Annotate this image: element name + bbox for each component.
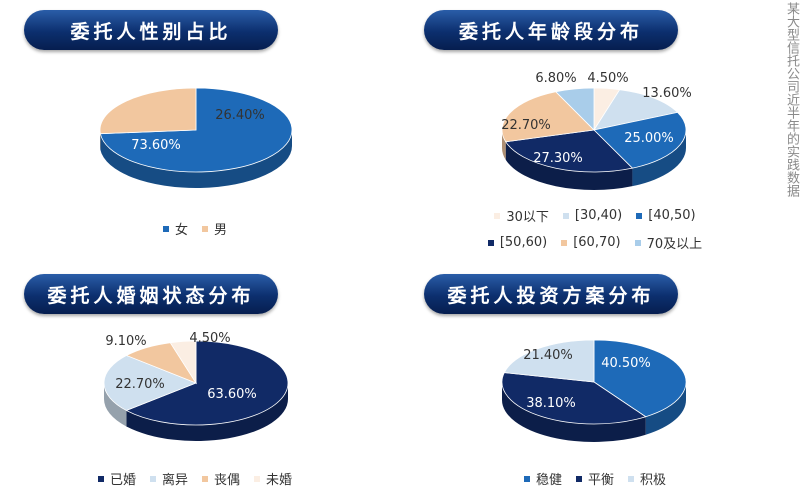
marital-legend-item-1: 离异	[150, 469, 188, 488]
marital-pie: 63.60% 22.70% 9.10% 4.50%	[0, 264, 390, 502]
marital-data-label-1: 22.70%	[115, 377, 165, 392]
marital-chart-panel: 委托人婚姻状态分布 63.60%22.70%9.10%4.50% 已婚离异丧偶未…	[0, 264, 390, 502]
age-data-label-2: 25.00%	[624, 131, 674, 146]
marital-legend-item-3: 未婚	[254, 469, 292, 488]
marital-data-label-0: 63.60%	[207, 387, 257, 402]
age-legend-row: [50,60) [60,70) 70及以上	[400, 233, 790, 252]
age-legend-label-0: 30以下	[506, 206, 549, 225]
age-legend-item-3: [50,60)	[488, 233, 547, 252]
age-legend-label-2: [40,50)	[648, 208, 695, 223]
gender-legend-label-0: 女	[175, 219, 188, 238]
age-data-label-3: 27.30%	[533, 151, 583, 166]
marital-legend-row: 已婚 离异 丧偶 未婚	[0, 469, 390, 488]
gender-legend-swatch-1	[202, 226, 208, 232]
age-legend-item-0: 30以下	[494, 206, 549, 225]
gender-data-label-1: 26.40%	[215, 108, 265, 123]
marital-legend-swatch-2	[202, 476, 208, 482]
gender-data-label-0: 73.60%	[131, 138, 181, 153]
age-legend-label-3: [50,60)	[500, 235, 547, 250]
investment-data-label-1: 38.10%	[526, 396, 576, 411]
gender-legend-row: 女男	[0, 219, 390, 238]
investment-legend-item-0: 稳健	[524, 469, 562, 488]
age-legend-swatch-5	[635, 240, 641, 246]
investment-legend-label-2: 积极	[640, 469, 666, 488]
age-pie: 4.50% 13.60% 25.00% 27.30% 22.70% 6.80%	[400, 0, 790, 238]
marital-legend-item-0: 已婚	[98, 469, 136, 488]
age-legend-swatch-1	[563, 213, 569, 219]
investment-legend-label-1: 平衡	[588, 469, 614, 488]
gender-legend-label-1: 男	[214, 219, 227, 238]
age-data-label-0: 4.50%	[587, 71, 628, 86]
marital-legend: 已婚 离异 丧偶 未婚	[0, 469, 390, 496]
gender-pie-slice-1	[100, 88, 196, 134]
marital-legend-item-2: 丧偶	[202, 469, 240, 488]
age-legend-label-5: 70及以上	[647, 233, 703, 252]
marital-legend-label-2: 丧偶	[214, 469, 240, 488]
age-legend-item-2: [40,50)	[636, 206, 695, 225]
investment-legend-swatch-2	[628, 476, 634, 482]
marital-legend-label-1: 离异	[162, 469, 188, 488]
marital-data-label-3: 4.50%	[189, 331, 230, 346]
marital-legend-label-0: 已婚	[110, 469, 136, 488]
marital-legend-swatch-3	[254, 476, 260, 482]
investment-chart-panel: 委托人投资方案分布 40.50%38.10%21.40% 稳健平衡积极	[400, 264, 790, 502]
investment-legend-row: 稳健 平衡 积极	[400, 469, 790, 488]
age-legend-item-4: [60,70)	[561, 233, 620, 252]
gender-pie: 73.60% 26.40%	[0, 0, 390, 238]
age-legend-swatch-2	[636, 213, 642, 219]
age-data-label-1: 13.60%	[642, 86, 692, 101]
age-legend-swatch-3	[488, 240, 494, 246]
marital-legend-swatch-0	[98, 476, 104, 482]
investment-pie: 40.50% 38.10% 21.40%	[400, 264, 790, 502]
gender-legend-item-0: 女	[163, 219, 188, 238]
investment-legend-item-1: 平衡	[576, 469, 614, 488]
gender-legend-swatch-0	[163, 226, 169, 232]
marital-legend-swatch-1	[150, 476, 156, 482]
age-legend-label-1: [30,40)	[575, 208, 622, 223]
investment-data-label-2: 21.40%	[523, 348, 573, 363]
age-legend-label-4: [60,70)	[573, 235, 620, 250]
investment-legend-swatch-1	[576, 476, 582, 482]
investment-legend-swatch-0	[524, 476, 530, 482]
age-legend-item-1: [30,40)	[563, 206, 622, 225]
gender-legend: 女男	[0, 219, 390, 246]
age-legend-swatch-0	[494, 213, 500, 219]
gender-legend-item-1: 男	[202, 219, 227, 238]
age-data-label-4: 22.70%	[501, 118, 551, 133]
investment-data-label-0: 40.50%	[601, 356, 651, 371]
gender-chart-panel: 委托人性别占比 73.60%26.40% 女男	[0, 0, 390, 238]
investment-legend-label-0: 稳健	[536, 469, 562, 488]
age-legend-item-5: 70及以上	[635, 233, 703, 252]
investment-legend-item-2: 积极	[628, 469, 666, 488]
marital-data-label-2: 9.10%	[105, 334, 146, 349]
age-chart-panel: 委托人年龄段分布 4.50%13.60%25.00%27.30%22.70%6.…	[400, 0, 790, 238]
investment-legend: 稳健 平衡 积极	[400, 469, 790, 496]
age-legend: 30以下 [30,40) [40,50) [50,60) [60,70) 70及以上	[400, 206, 790, 260]
age-data-label-5: 6.80%	[535, 71, 576, 86]
age-legend-row: 30以下 [30,40) [40,50)	[400, 206, 790, 225]
age-legend-swatch-4	[561, 240, 567, 246]
marital-legend-label-3: 未婚	[266, 469, 292, 488]
